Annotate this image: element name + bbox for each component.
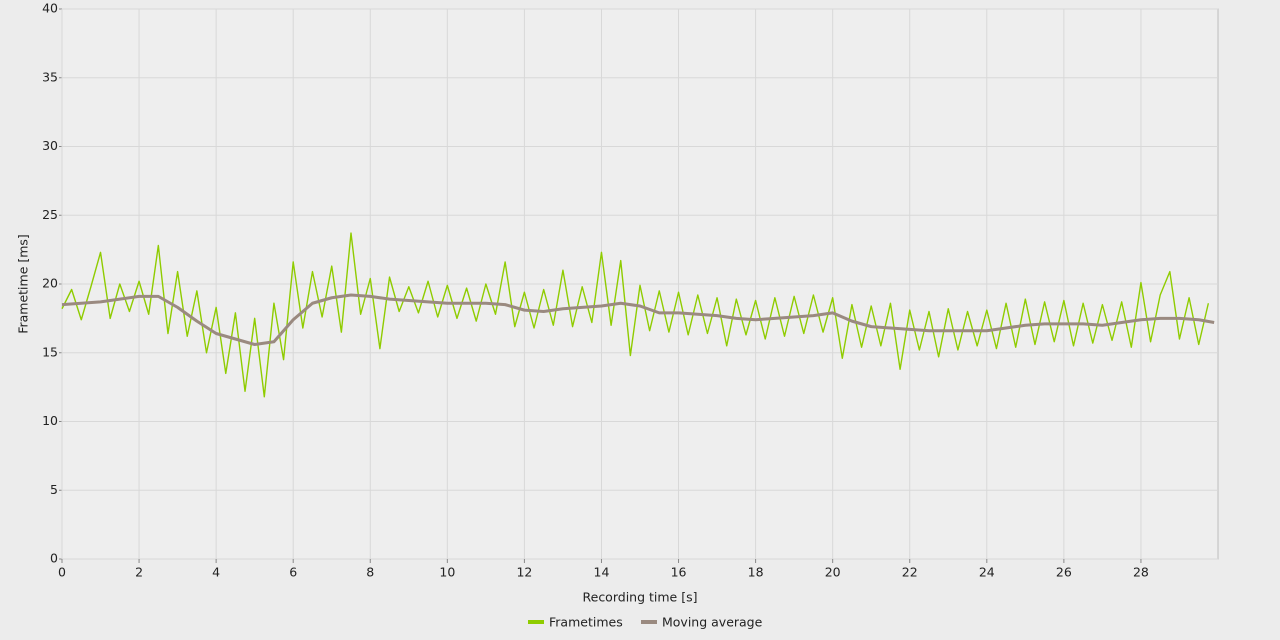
x-tick-label: 16 — [671, 565, 687, 580]
x-tick-label: 2 — [135, 565, 143, 580]
y-tick-label: 30 — [42, 138, 58, 153]
x-tick-label: 24 — [979, 565, 995, 580]
x-tick-label: 4 — [212, 565, 220, 580]
y-tick-label: 25 — [42, 207, 58, 222]
y-tick-label: 5 — [50, 482, 58, 497]
y-tick-label: 10 — [42, 413, 58, 428]
x-tick-label: 26 — [1056, 565, 1072, 580]
series-line — [61, 293, 1215, 346]
y-tick-label: 35 — [42, 69, 58, 84]
x-tick-label: 20 — [825, 565, 841, 580]
x-tick-label: 6 — [289, 565, 297, 580]
y-tick-label: 40 — [42, 1, 58, 16]
y-tick-label: 0 — [50, 551, 58, 566]
x-tick-label: 12 — [516, 565, 532, 580]
x-tick-label: 22 — [902, 565, 918, 580]
x-tick-label: 8 — [366, 565, 374, 580]
y-axis-label: Frametime [ms] — [16, 234, 31, 334]
legend-label: Frametimes — [549, 615, 623, 630]
legend-label: Moving average — [662, 615, 763, 630]
legend-swatch — [641, 620, 657, 624]
y-tick-label: 15 — [42, 344, 58, 359]
x-tick-label: 28 — [1133, 565, 1149, 580]
legend-swatch — [528, 620, 544, 624]
x-axis-label: Recording time [s] — [583, 590, 698, 605]
series-line — [61, 232, 1210, 398]
x-tick-label: 10 — [439, 565, 455, 580]
x-tick-label: 0 — [58, 565, 66, 580]
y-tick-label: 20 — [42, 276, 58, 291]
x-tick-label: 14 — [594, 565, 610, 580]
x-tick-label: 18 — [748, 565, 764, 580]
